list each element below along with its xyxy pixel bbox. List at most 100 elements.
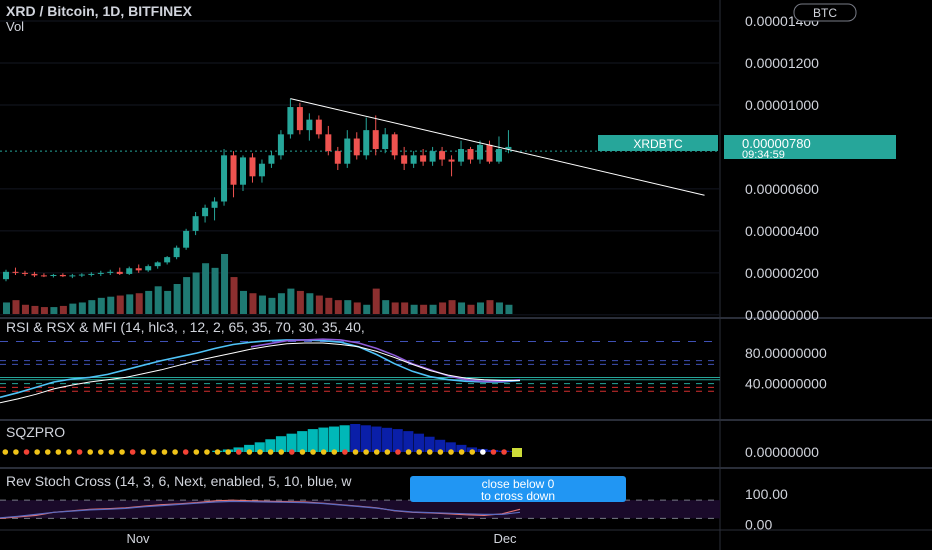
sqz-dot	[331, 449, 338, 455]
sqz-bar	[286, 433, 297, 452]
volume-bar	[382, 300, 390, 314]
candle-body	[202, 207, 209, 217]
stoch-series-line	[0, 500, 521, 519]
volume-bar	[325, 297, 333, 314]
sqz-bar	[435, 439, 446, 452]
candle-body	[31, 273, 38, 276]
volume-label: Vol	[6, 19, 24, 34]
sqz-dot	[225, 449, 231, 455]
volume-bar	[344, 300, 352, 314]
volume-bar	[287, 288, 295, 314]
chart-title: XRD / Bitcoin, 1D, BITFINEX	[6, 3, 193, 19]
last-price-value: 0.00000780	[742, 136, 811, 151]
sqz-y-tick-label: 0.00000000	[745, 444, 819, 460]
volume-bar	[505, 304, 513, 314]
volume-bar	[88, 300, 96, 314]
sqzpro-pane[interactable]: 0.00000000	[2, 424, 820, 460]
volume-bar	[21, 304, 29, 314]
y-tick-label: 0.00001000	[745, 97, 819, 113]
volume-bar	[391, 302, 399, 314]
candle-body	[116, 271, 123, 274]
candle-body	[145, 266, 152, 271]
candle-body	[439, 151, 446, 160]
sqz-dot	[34, 449, 40, 455]
symbol-tag-label: XRDBTC	[633, 137, 683, 151]
candle-body	[12, 271, 19, 273]
candle-body	[353, 138, 360, 156]
annotation-line-2: to cross down	[481, 489, 555, 503]
sqz-bar	[297, 431, 308, 452]
sqz-bar	[424, 436, 435, 452]
volume-bar	[69, 303, 77, 314]
sqz-dot	[458, 449, 465, 455]
sqz-dot	[204, 449, 210, 455]
candle-body	[173, 247, 180, 258]
candle-body	[3, 271, 9, 280]
last-price-tag	[724, 135, 896, 159]
bar-countdown: 09:34:59	[742, 149, 785, 161]
main-price-pane[interactable]: 0.00000000 0.00000200 0.00000400 0.00000600…	[0, 13, 819, 323]
volume-bar	[240, 290, 247, 314]
candle-body	[40, 275, 47, 277]
y-tick-label: 0.00000200	[745, 265, 819, 281]
y-tick-label: 0.00000000	[745, 307, 819, 323]
rsi-series-line	[0, 339, 521, 399]
sqz-bar	[275, 436, 287, 452]
volume-bar	[458, 302, 466, 314]
candle-body	[401, 155, 408, 164]
y-tick-label: 0.00000600	[745, 181, 819, 197]
volume-bar	[401, 302, 409, 314]
candle-body	[467, 149, 474, 160]
sqz-dot	[384, 449, 391, 455]
sqz-bar	[307, 429, 318, 452]
sqz-dot	[235, 449, 242, 455]
sqz-dot	[299, 449, 306, 455]
currency-badge[interactable]	[793, 3, 857, 22]
candle-body	[372, 130, 379, 150]
rev-stoch-pane[interactable]: 0.00 100.00	[0, 486, 788, 532]
sqz-dot	[469, 449, 476, 455]
rsi-pane[interactable]: 40.00000000 80.00000000	[0, 338, 827, 404]
candle-body	[344, 138, 351, 164]
sqz-bar	[456, 444, 467, 452]
volume-bar	[230, 277, 238, 314]
sqz-dot	[320, 449, 327, 455]
sqz-dot	[161, 449, 168, 455]
rsi-y-tick-label: 40.00000000	[745, 376, 827, 392]
candle-body	[391, 134, 398, 156]
sqz-dot	[140, 449, 147, 455]
sqz-dot	[55, 449, 62, 455]
volume-bar	[221, 254, 229, 314]
candle-body	[107, 271, 114, 273]
candle-body	[78, 274, 85, 276]
volume-bar	[306, 293, 314, 314]
sqz-dot	[289, 449, 295, 455]
candle-body	[192, 216, 199, 231]
volume-bar	[410, 304, 418, 314]
candle-body	[88, 273, 95, 275]
volume-bar	[135, 293, 143, 314]
currency-badge-label: BTC	[813, 6, 837, 20]
candle-body	[258, 163, 265, 177]
sqz-dot	[66, 449, 72, 455]
sqz-dot	[405, 449, 412, 455]
sqz-bar	[328, 426, 340, 452]
sqz-dot	[23, 449, 30, 455]
y-tick-label: 0.00000400	[745, 223, 819, 239]
volume-bar	[107, 296, 115, 314]
volume-bar	[429, 304, 437, 314]
sqz-last-marker	[512, 448, 522, 457]
candle-body	[287, 107, 294, 135]
volume-bar	[154, 286, 162, 314]
sqz-dot	[437, 449, 444, 455]
sqz-dot	[172, 449, 178, 455]
volume-bar	[202, 263, 210, 314]
sqz-dot	[119, 449, 125, 455]
candle-body	[59, 274, 66, 277]
candle-body	[306, 119, 313, 131]
volume-bar	[59, 305, 67, 314]
symbol-tag	[598, 135, 718, 151]
sqz-dot	[193, 449, 200, 455]
candle-body	[382, 134, 389, 150]
